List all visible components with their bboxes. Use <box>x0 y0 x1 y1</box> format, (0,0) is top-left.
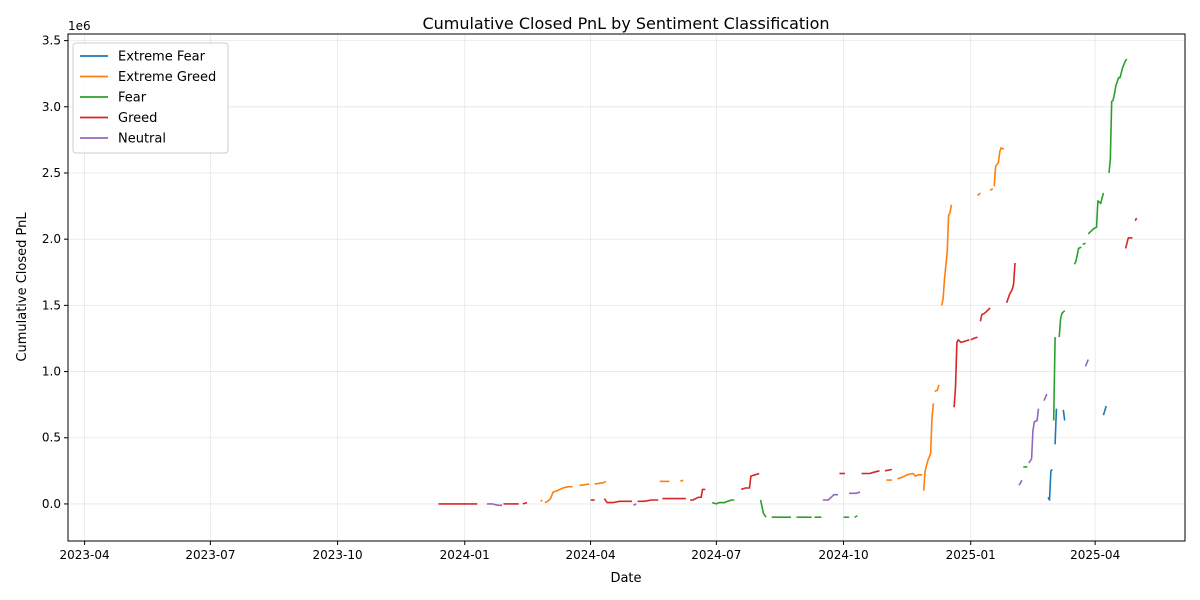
series-line-neutral <box>1043 393 1048 402</box>
series-line-neutral <box>1028 408 1040 464</box>
y-tick-label: 2.5 <box>42 166 61 180</box>
y-axis-label: Cumulative Closed PnL <box>15 212 30 362</box>
legend: Extreme Fear Extreme Greed Fear Greed Neutra… <box>72 42 229 154</box>
x-tick-label: 2025-04 <box>1070 548 1120 562</box>
y-tick-label: 3.5 <box>42 34 61 48</box>
series-line-greed <box>979 307 991 322</box>
grid <box>68 34 1185 541</box>
series-line-extreme-greed <box>989 188 994 191</box>
legend-label-neutral: Neutral <box>118 132 166 147</box>
series-line-fear <box>1087 192 1105 235</box>
series-line-neutral <box>633 503 637 507</box>
series-line-extreme-greed <box>922 403 935 491</box>
series-line-extreme-greed <box>594 480 607 485</box>
legend-frame <box>72 42 229 154</box>
series-fear <box>711 58 1128 519</box>
series-line-greed <box>953 338 970 408</box>
series-line-greed <box>970 336 978 341</box>
series-line-greed <box>1134 217 1138 222</box>
x-tick-label: 2025-01 <box>946 548 996 562</box>
series-line-neutral <box>1084 359 1089 367</box>
legend-label-extreme-greed: Extreme Greed <box>118 70 216 85</box>
y-tick-label: 0.0 <box>42 497 61 511</box>
series-line-greed <box>690 488 706 501</box>
series-extreme-greed <box>540 147 1005 504</box>
series-line-neutral <box>849 491 861 495</box>
y-tick-label: 1.5 <box>42 298 61 312</box>
series-line-fear <box>1108 58 1128 174</box>
series-line-fear <box>1058 310 1066 338</box>
legend-label-greed: Greed <box>118 111 157 126</box>
series-line-fear <box>1082 242 1086 246</box>
series-line-greed <box>861 470 880 475</box>
series-line-extreme-greed <box>940 204 953 306</box>
series-layer <box>438 58 1138 519</box>
chart-title: Cumulative Closed PnL by Sentiment Class… <box>422 14 829 33</box>
plot-frame <box>67 33 1186 542</box>
series-line-extreme-fear <box>1054 408 1058 445</box>
series-line-greed <box>603 498 632 504</box>
series-line-fear <box>711 499 735 505</box>
x-axis: 2023-04 2023-07 2023-10 2024-01 2024-04 2024-… <box>60 541 1120 562</box>
series-line-extreme-fear <box>1062 409 1066 421</box>
x-axis-label: Date <box>610 571 641 586</box>
series-line-greed <box>740 472 760 491</box>
series-line-greed <box>522 501 528 505</box>
series-line-extreme-greed <box>544 485 573 504</box>
series-line-greed <box>1124 237 1133 249</box>
x-tick-label: 2024-07 <box>691 548 741 562</box>
legend-label-fear: Fear <box>118 91 147 106</box>
series-line-greed <box>884 468 893 472</box>
x-tick-label: 2024-01 <box>440 548 490 562</box>
series-line-neutral <box>1018 479 1023 486</box>
y-tick-label: 3.0 <box>42 100 61 114</box>
series-line-fear <box>759 499 767 518</box>
series-line-greed <box>1005 262 1016 303</box>
x-tick-label: 2023-07 <box>185 548 235 562</box>
series-extreme-fear <box>1047 405 1107 501</box>
y-tick-label: 0.5 <box>42 431 61 445</box>
x-tick-label: 2023-04 <box>60 548 110 562</box>
series-line-extreme-greed <box>993 147 1005 187</box>
x-tick-label: 2024-04 <box>565 548 615 562</box>
series-line-extreme-greed <box>579 483 590 487</box>
series-line-fear <box>1052 337 1056 421</box>
series-line-greed <box>637 499 659 503</box>
x-tick-label: 2023-10 <box>313 548 363 562</box>
series-line-extreme-greed <box>540 499 543 502</box>
y-tick-label: 2.0 <box>42 232 61 246</box>
series-neutral <box>486 359 1089 507</box>
series-line-extreme-greed <box>897 472 923 480</box>
series-line-neutral <box>486 503 503 507</box>
series-greed <box>438 217 1138 505</box>
series-line-fear <box>854 515 858 518</box>
y-axis-multiplier: 1e6 <box>68 19 91 33</box>
series-line-extreme-greed <box>934 384 940 393</box>
series-line-extreme-greed <box>977 192 981 197</box>
x-tick-label: 2024-10 <box>818 548 868 562</box>
series-line-extreme-fear <box>1047 468 1053 501</box>
y-axis: 0.0 0.5 1.0 1.5 2.0 2.5 3.0 3.5 <box>42 34 68 511</box>
y-tick-label: 1.0 <box>42 365 61 379</box>
series-line-extreme-greed <box>680 479 684 483</box>
series-line-extreme-fear <box>1102 405 1107 416</box>
series-line-neutral <box>822 493 838 501</box>
legend-label-extreme-fear: Extreme Fear <box>118 50 206 65</box>
series-line-fear <box>1073 246 1082 265</box>
